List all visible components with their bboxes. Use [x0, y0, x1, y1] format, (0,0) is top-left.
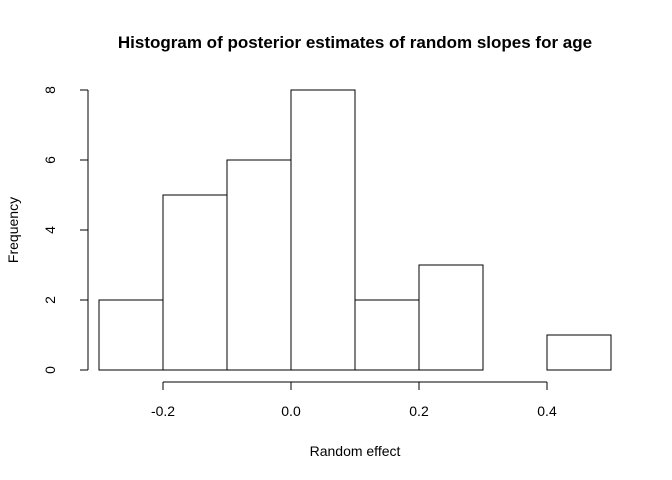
y-tick-label: 2: [42, 296, 58, 304]
x-tick-label: -0.2: [151, 403, 175, 419]
x-tick-label: 0.4: [537, 403, 557, 419]
histogram-bar: [162, 194, 228, 371]
histogram-bar: [354, 299, 420, 371]
x-tick-label: 0.0: [281, 403, 301, 419]
y-tick-label: 4: [42, 226, 58, 234]
x-tick-label: 0.2: [409, 403, 429, 419]
histogram-bar: [546, 334, 612, 371]
histogram-bar: [98, 299, 164, 371]
histogram-bar: [226, 159, 292, 371]
y-tick-label: 0: [42, 366, 58, 374]
chart-title: Histogram of posterior estimates of rand…: [118, 33, 592, 52]
x-axis-label: Random effect: [310, 443, 401, 459]
x-axis: -0.2 0.0 0.2 0.4: [151, 381, 557, 419]
y-axis-label: Frequency: [5, 197, 21, 263]
y-axis: 0 2 4 6 8: [42, 86, 89, 374]
histogram-bar: [290, 89, 356, 371]
y-tick-label: 8: [42, 86, 58, 94]
bars-group: [98, 89, 612, 371]
y-tick-label: 6: [42, 156, 58, 164]
histogram-bar: [418, 264, 484, 371]
